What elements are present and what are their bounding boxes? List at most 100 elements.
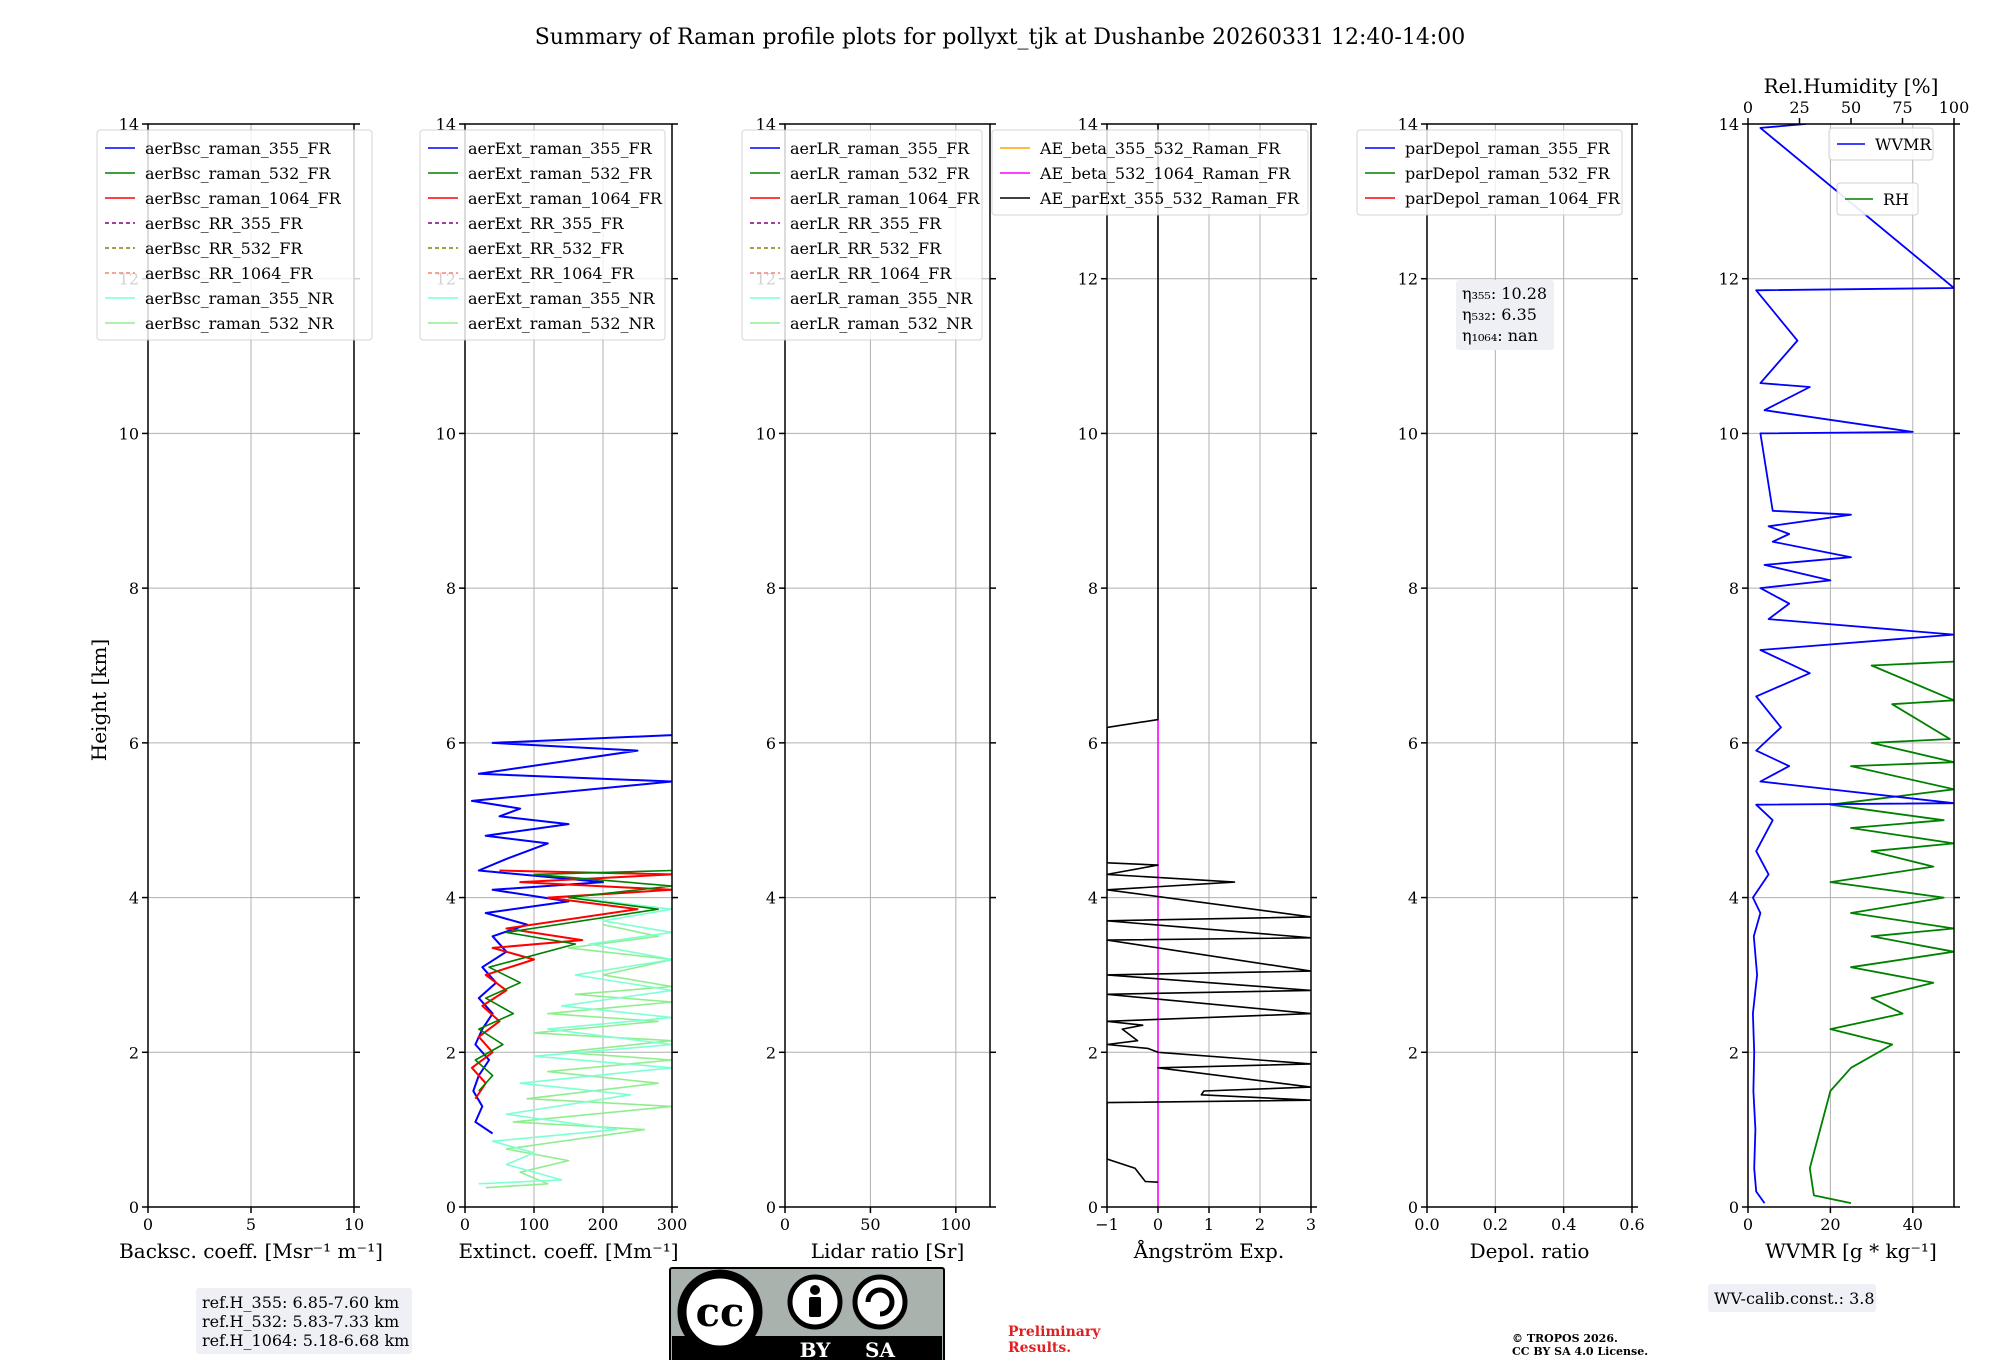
axes-frame — [1747, 123, 1955, 1208]
y-tick-label: 0 — [766, 1198, 776, 1217]
refh-532: ref.H_532: 5.83-7.33 km — [202, 1312, 399, 1331]
x-tick-label: 100 — [941, 1215, 972, 1234]
x-tick-label: 100 — [519, 1215, 550, 1234]
y-tick-label: 6 — [1408, 734, 1418, 753]
x-tick-label: 3 — [1306, 1215, 1316, 1234]
y-tick-label: 10 — [1719, 424, 1739, 443]
y-tick-label: 4 — [1408, 889, 1418, 908]
legend-label: aerExt_RR_355_FR — [468, 214, 625, 233]
x-tick-label: 10 — [344, 1215, 364, 1234]
y-tick-label: 2 — [1088, 1043, 1098, 1062]
y-tick-label: 0 — [1729, 1198, 1739, 1217]
person-body-icon — [809, 1297, 821, 1317]
license-by-label: BY — [800, 1338, 832, 1360]
share-alike-icon — [852, 1274, 908, 1330]
x2-tick-label: 25 — [1789, 98, 1809, 117]
legend-box — [991, 129, 1309, 216]
legend-box — [1828, 127, 1934, 161]
y-tick-label: 12 — [1078, 270, 1098, 289]
legend-box — [96, 129, 373, 341]
series-line-ae-parext-355-532-raman-fr — [1107, 124, 1311, 1183]
panel-extinction: 024681012140100200300Extinct. coeff. [Mm… — [419, 115, 687, 1263]
y-tick-label: 10 — [1398, 424, 1418, 443]
eta-label: η₅₃₂: 6.35 — [1462, 305, 1537, 324]
legend-label: aerExt_raman_1064_FR — [468, 189, 663, 208]
x-tick-label: 40 — [1903, 1215, 1923, 1234]
x2-tick-label: 50 — [1841, 98, 1861, 117]
x-tick-label: 0.4 — [1551, 1215, 1576, 1234]
legend-label: AE_parExt_355_532_Raman_FR — [1039, 189, 1300, 208]
y-tick-label: 0 — [129, 1198, 139, 1217]
y-tick-label: 14 — [1719, 115, 1739, 134]
legend-label: aerExt_raman_355_NR — [468, 289, 656, 308]
legend-box — [419, 129, 666, 341]
series-line-wvmr — [1752, 124, 1954, 1204]
x-tick-label: 2 — [1255, 1215, 1265, 1234]
series-line-rh — [1808, 660, 1954, 1204]
series-group — [470, 734, 672, 1189]
x-axis-label: Extinct. coeff. [Mm⁻¹] — [458, 1239, 678, 1263]
x-tick-label: 20 — [1820, 1215, 1840, 1234]
y-tick-label: 2 — [766, 1043, 776, 1062]
y-tick-label: 10 — [436, 424, 456, 443]
preliminary-line-1: Preliminary — [1008, 1324, 1101, 1340]
eta-box — [1456, 280, 1554, 350]
panel-backscatter: 024681012140510Backsc. coeff. [Msr⁻¹ m⁻¹… — [96, 115, 383, 1263]
legend-label: aerLR_raman_355_NR — [790, 289, 973, 308]
refh-355: ref.H_355: 6.85-7.60 km — [202, 1293, 399, 1312]
x2-tick-label: 0 — [1743, 98, 1753, 117]
legend-label: aerLR_raman_532_NR — [790, 314, 973, 333]
y-tick-label: 6 — [766, 734, 776, 753]
y-tick-label: 14 — [1398, 115, 1418, 134]
x2-tick-label: 75 — [1892, 98, 1912, 117]
y-tick-label: 6 — [1088, 734, 1098, 753]
legend-label: aerBsc_raman_355_FR — [145, 139, 331, 158]
legend-label: parDepol_raman_1064_FR — [1405, 189, 1621, 208]
legend-label: aerBsc_raman_355_NR — [145, 289, 334, 308]
x2-tick-label: 100 — [1939, 98, 1970, 117]
legend-label: aerBsc_RR_355_FR — [145, 214, 303, 233]
legend-label: WVMR — [1875, 135, 1932, 154]
y-tick-label: 8 — [1408, 579, 1418, 598]
x-tick-label: 0 — [1743, 1215, 1753, 1234]
y-tick-label: 4 — [766, 889, 776, 908]
eta-label: η₁₀₆₄: nan — [1462, 326, 1538, 345]
axes-frame — [1106, 123, 1312, 1208]
legend-box — [741, 129, 983, 341]
legend-label: aerBsc_raman_1064_FR — [145, 189, 342, 208]
legend-label: AE_beta_532_1064_Raman_FR — [1039, 164, 1291, 183]
legend-label: aerLR_RR_355_FR — [790, 214, 942, 233]
legend-box — [1836, 182, 1919, 216]
x-axis-label: Backsc. coeff. [Msr⁻¹ m⁻¹] — [119, 1239, 383, 1263]
x-tick-label: 0 — [1153, 1215, 1163, 1234]
copyright-line-1: © TROPOS 2026. — [1512, 1332, 1618, 1345]
cc-logo-text: cc — [696, 1289, 745, 1336]
panel-lidar_ratio: 02468101214050100Lidar ratio [Sr]aerLR_r… — [741, 115, 996, 1263]
y-tick-label: 10 — [119, 424, 139, 443]
share-alike-arrow-icon — [865, 1287, 895, 1317]
reference-height-box: ref.H_355: 6.85-7.60 km ref.H_532: 5.83-… — [196, 1288, 412, 1354]
legend-label: aerExt_raman_532_FR — [468, 164, 653, 183]
legend-label: aerLR_raman_532_FR — [790, 164, 970, 183]
y-tick-label: 14 — [119, 115, 139, 134]
panel-depolarization: 0 2 4 6 8 10 12 14 0.0 0.2 0.4 0.6 Depol. ratio parDe… — [1356, 115, 1645, 1263]
y-tick-label: 0 — [1088, 1198, 1098, 1217]
x-tick-label: 0.6 — [1619, 1215, 1644, 1234]
y-tick-label: 4 — [1729, 889, 1739, 908]
axes-frame — [464, 123, 673, 1208]
x-tick-label: 0 — [143, 1215, 153, 1234]
cc-license-badge: cc BY SA — [669, 1267, 945, 1360]
axes-frame — [147, 123, 355, 1208]
legend-label: aerExt_raman_532_NR — [468, 314, 656, 333]
legend-label: parDepol_raman_532_FR — [1405, 164, 1611, 183]
legend-label: aerLR_RR_532_FR — [790, 239, 942, 258]
panels: 024681012140510Backsc. coeff. [Msr⁻¹ m⁻¹… — [96, 74, 1970, 1263]
y-tick-label: 2 — [129, 1043, 139, 1062]
x-tick-label: 200 — [588, 1215, 619, 1234]
y-tick-label: 4 — [1088, 889, 1098, 908]
preliminary-line-2: Results. — [1008, 1340, 1071, 1356]
y-tick-label: 10 — [756, 424, 776, 443]
x-tick-label: −1 — [1095, 1215, 1119, 1234]
y-axis-label: Height [km] — [87, 639, 111, 761]
